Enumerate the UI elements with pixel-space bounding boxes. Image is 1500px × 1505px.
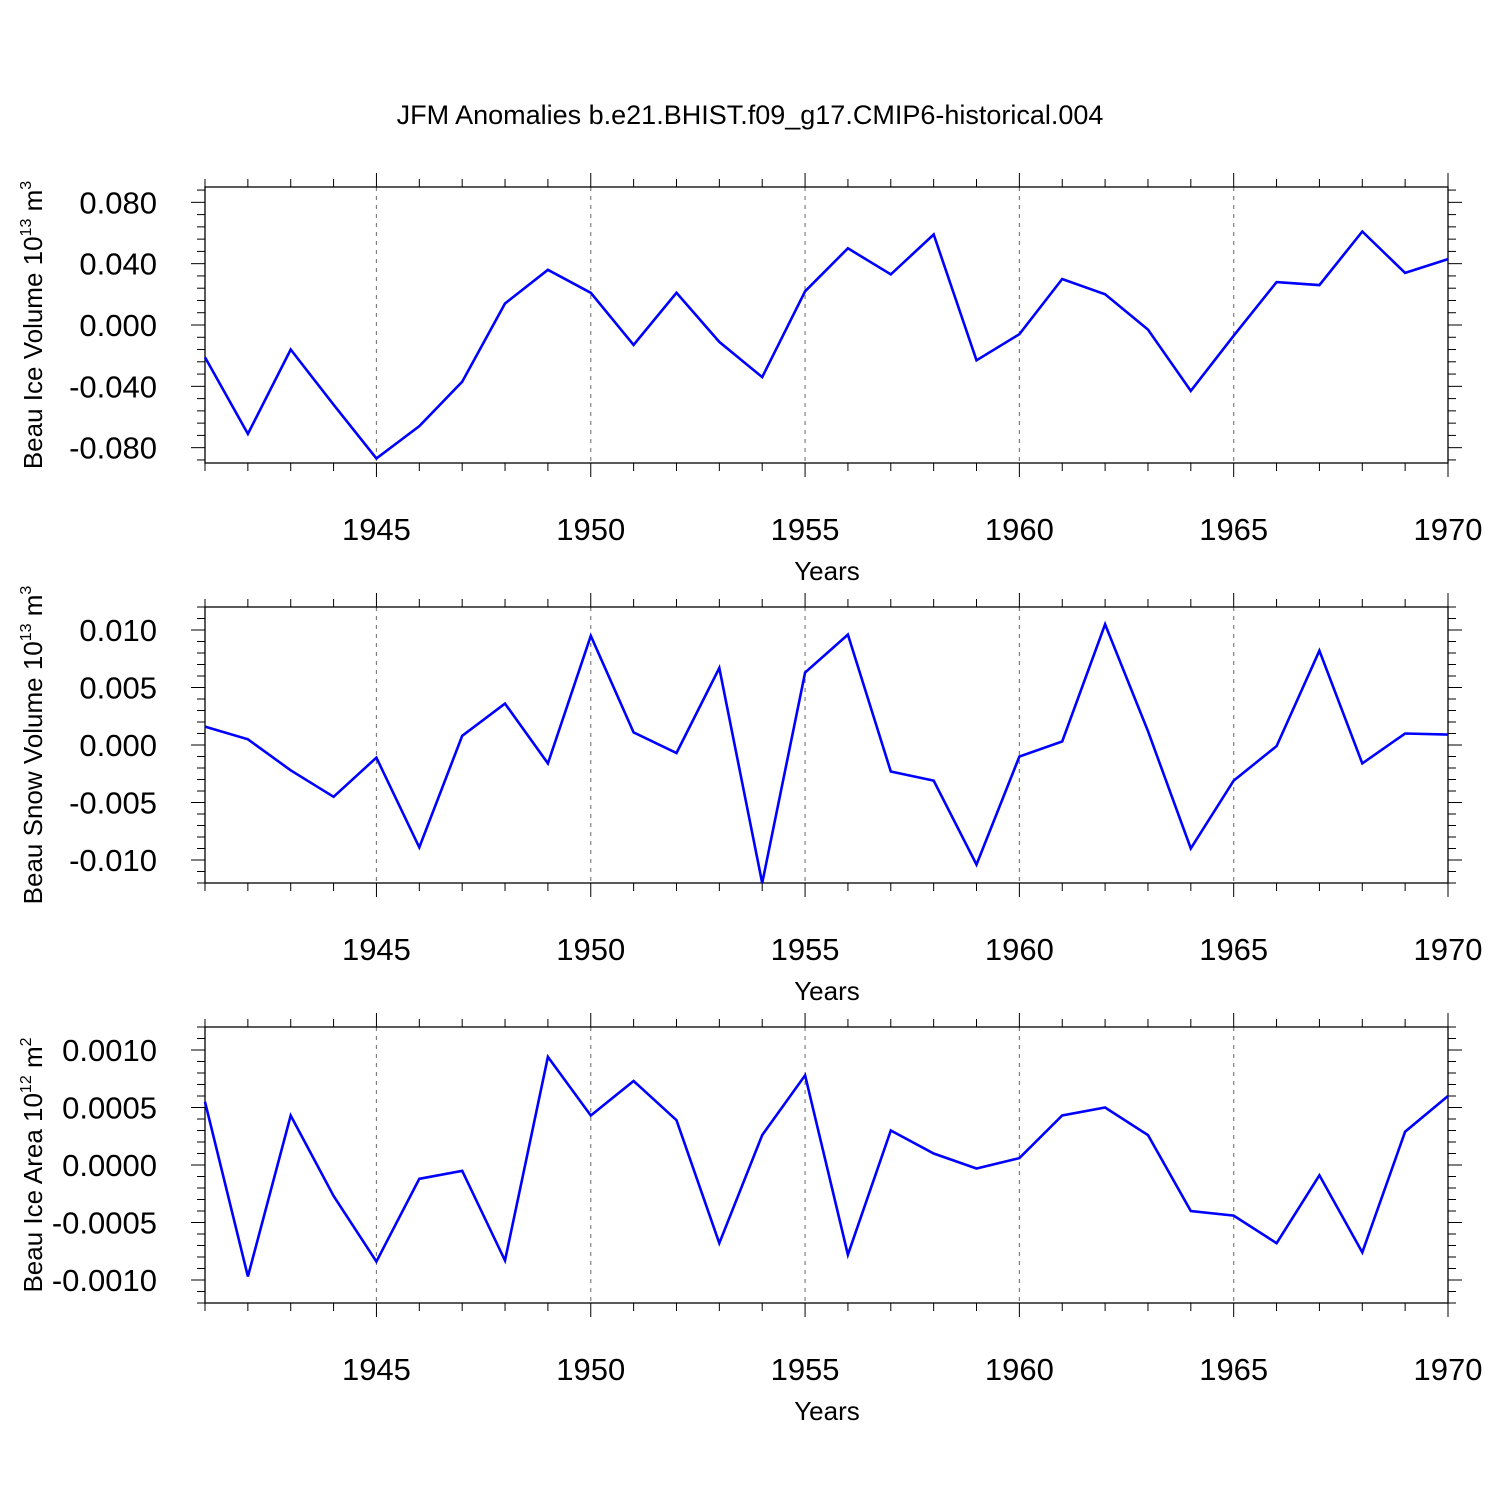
panel-3: -0.0010 -0.0005 0.0000 0.0005 0.0010 1945 1950… bbox=[18, 1013, 1482, 1426]
y-tick-label: 0.0005 bbox=[62, 1091, 157, 1126]
y-tick-label: 0.010 bbox=[79, 613, 157, 648]
y-axis-label: Beau Snow Volume 1013 m3 bbox=[18, 586, 48, 905]
chart-title: JFM Anomalies b.e21.BHIST.f09_g17.CMIP6-… bbox=[397, 100, 1104, 130]
x-tick-label: 1955 bbox=[771, 932, 840, 967]
x-tick-label: 1945 bbox=[342, 512, 411, 547]
y-tick-label: 0.000 bbox=[79, 728, 157, 763]
panel-1: -0.080 -0.040 0.000 0.040 0.080 1945 1950 1955 1… bbox=[18, 173, 1482, 586]
x-tick-label: 1970 bbox=[1414, 1352, 1483, 1387]
y-tick-label: -0.0010 bbox=[52, 1263, 157, 1298]
x-tick-label: 1945 bbox=[342, 932, 411, 967]
y-tick-label: -0.040 bbox=[69, 369, 157, 404]
y-tick-label: 0.000 bbox=[79, 308, 157, 343]
y-tick-label: -0.0005 bbox=[52, 1206, 157, 1241]
y-tick-label: -0.005 bbox=[69, 786, 157, 821]
y-tick-label: 0.080 bbox=[79, 185, 157, 220]
x-tick-label: 1965 bbox=[1199, 932, 1268, 967]
x-tick-label: 1945 bbox=[342, 1352, 411, 1387]
x-tick-label: 1960 bbox=[985, 512, 1054, 547]
x-tick-label: 1970 bbox=[1414, 512, 1483, 547]
series-line bbox=[204, 620, 1449, 884]
series-line bbox=[203, 229, 1449, 461]
x-tick-label: 1950 bbox=[556, 932, 625, 967]
y-tick-label: 0.0010 bbox=[62, 1033, 157, 1068]
y-tick-label: 0.005 bbox=[79, 671, 157, 706]
x-axis-label: Years bbox=[794, 976, 860, 1006]
x-tick-label: 1960 bbox=[985, 932, 1054, 967]
x-tick-label: 1965 bbox=[1199, 1352, 1268, 1387]
x-tick-label: 1950 bbox=[556, 1352, 625, 1387]
x-tick-label: 1960 bbox=[985, 1352, 1054, 1387]
x-tick-label: 1955 bbox=[771, 1352, 840, 1387]
x-tick-label: 1970 bbox=[1414, 932, 1483, 967]
x-tick-label: 1965 bbox=[1199, 512, 1268, 547]
x-axis-label: Years bbox=[794, 556, 860, 586]
y-tick-label: 0.0000 bbox=[62, 1148, 157, 1183]
y-axis-label: Beau Ice Area 1012 m2 bbox=[18, 1037, 48, 1292]
y-tick-label: 0.040 bbox=[79, 247, 157, 282]
panel-2: -0.010 -0.005 0.000 0.005 0.010 1945 1950 1955 1… bbox=[18, 586, 1482, 1006]
series-line bbox=[203, 1053, 1449, 1277]
y-tick-label: -0.080 bbox=[69, 431, 157, 466]
y-tick-label: -0.010 bbox=[69, 843, 157, 878]
y-axis-label: Beau Ice Volume 1013 m3 bbox=[18, 181, 48, 469]
x-axis-label: Years bbox=[794, 1396, 860, 1426]
x-tick-label: 1950 bbox=[556, 512, 625, 547]
x-tick-label: 1955 bbox=[771, 512, 840, 547]
